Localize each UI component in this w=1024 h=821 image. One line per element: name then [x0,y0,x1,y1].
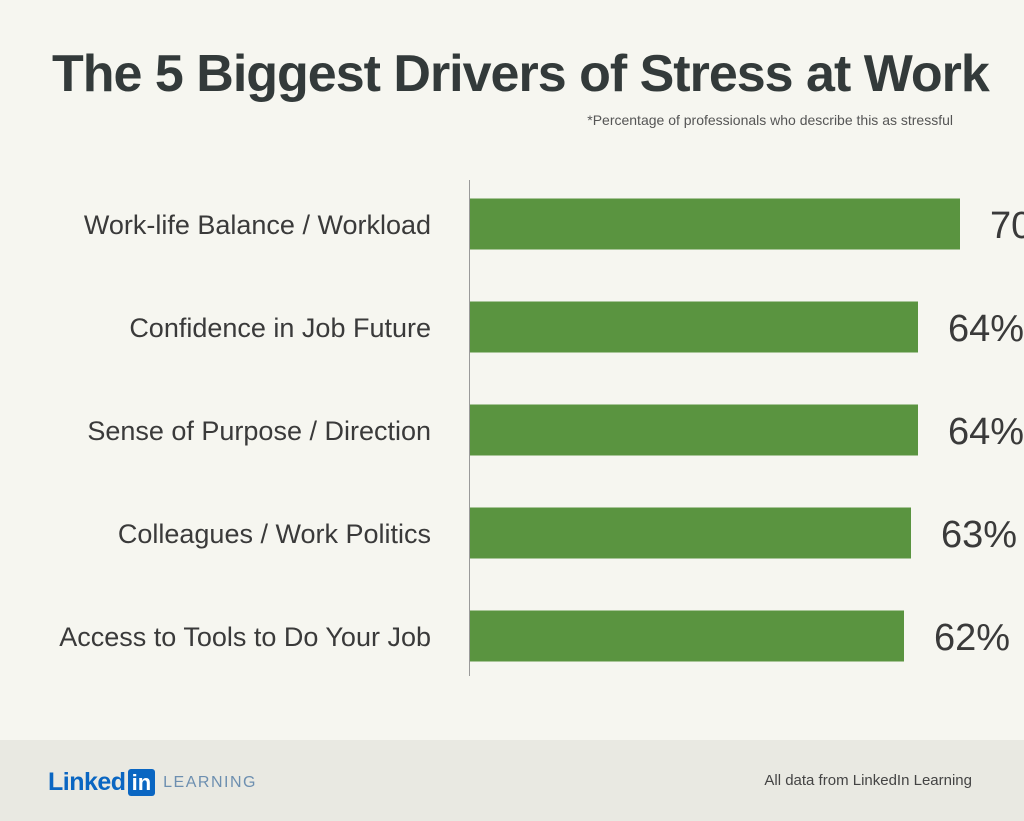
category-label: Work-life Balance / Workload [84,210,431,240]
bar [470,610,904,662]
category-label: Access to Tools to Do Your Job [59,622,431,652]
logo-word: Linked [48,768,126,796]
logo-product: LEARNING [163,773,257,791]
bar [470,301,918,353]
value-label: 70% [990,205,1024,247]
value-label: 64% [948,411,1024,453]
footer: Linked in LEARNING All data from LinkedI… [0,740,1024,821]
bar-chart: Work-life Balance / Workload 70% Confidenc… [59,180,1024,676]
linkedin-learning-logo[interactable]: Linked in LEARNING [48,768,257,797]
category-label: Colleagues / Work Politics [118,519,431,549]
chart-title: The 5 Biggest Drivers of Stress at Work [52,45,990,103]
bar [470,507,911,559]
data-source-note: All data from LinkedIn Learning [764,772,972,789]
value-label: 63% [941,514,1017,556]
chart-subtitle: *Percentage of professionals who describ… [587,112,953,128]
value-label: 64% [948,308,1024,350]
value-label: 62% [934,617,1010,659]
bar [470,198,960,250]
category-label: Confidence in Job Future [129,313,431,343]
linkedin-in-icon: in [127,769,156,796]
category-label: Sense of Purpose / Direction [87,416,431,446]
bar [470,404,918,456]
